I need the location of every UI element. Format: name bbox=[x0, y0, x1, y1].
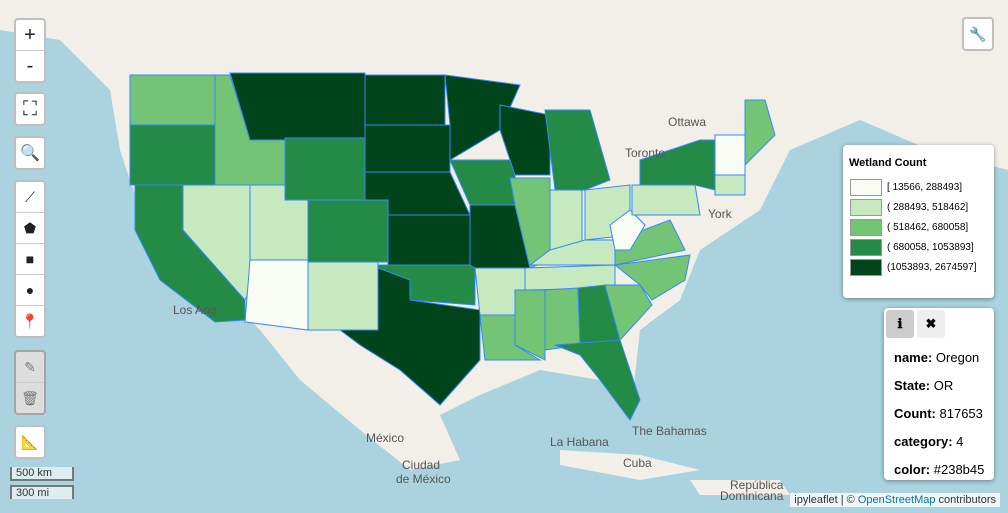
field-value: 4 bbox=[956, 434, 964, 449]
settings[interactable]: 🔧 bbox=[969, 25, 987, 42]
place-label: The Bahamas bbox=[632, 424, 707, 438]
legend-swatch bbox=[850, 239, 882, 256]
draw-circle[interactable]: ● bbox=[16, 275, 44, 306]
field-value: 817653 bbox=[939, 406, 983, 421]
field-key: color: bbox=[894, 462, 931, 477]
attribution-suffix: contributors bbox=[935, 494, 996, 506]
place-label: República bbox=[730, 478, 784, 492]
popup-field: Count: 817653 bbox=[894, 400, 994, 428]
states bbox=[129, 72, 776, 421]
legend-row: [ 13566, 288493] bbox=[850, 179, 994, 196]
legend-title: Wetland Count bbox=[849, 157, 927, 169]
legend-row: ( 518462, 680058] bbox=[850, 219, 994, 236]
place-label: de México bbox=[396, 472, 451, 486]
field-key: category: bbox=[894, 434, 953, 449]
popup-field: State: OR bbox=[894, 372, 994, 400]
place-label: Los Ang bbox=[173, 303, 216, 317]
search[interactable]: 🔍 bbox=[20, 145, 40, 162]
field-key: name: bbox=[894, 350, 933, 365]
scale-metric: 500 km bbox=[10, 467, 74, 481]
edit-toolbar: ✎ 🗑 bbox=[14, 350, 46, 415]
attribution-prefix: ipyleaflet | © bbox=[794, 494, 858, 506]
legend-row: ( 680058, 1053893] bbox=[850, 239, 994, 256]
popup-tabs: ℹ ✖ bbox=[886, 310, 994, 338]
popup-field: name: Oregon bbox=[894, 344, 994, 372]
islands bbox=[560, 450, 790, 495]
place-label: Ciudad bbox=[402, 458, 440, 472]
legend-label: [ 13566, 288493] bbox=[887, 182, 963, 193]
popup-fields: name: Oregon State: OR Count: 817653 catego… bbox=[884, 344, 994, 484]
settings-control: 🔧 bbox=[962, 17, 994, 51]
draw-line[interactable]: ⟋ bbox=[16, 182, 44, 213]
scale-imperial: 300 mi bbox=[10, 485, 74, 499]
zoom-out[interactable]: - bbox=[26, 54, 34, 77]
popup-field: category: 4 bbox=[894, 428, 994, 456]
place-label: Dominicana bbox=[720, 489, 784, 503]
legend-label: (1053893, 2674597] bbox=[887, 262, 977, 273]
edit[interactable]: ✎ bbox=[16, 352, 44, 383]
legend-swatch bbox=[850, 219, 882, 236]
field-key: State: bbox=[894, 378, 931, 393]
measure[interactable]: 📐 bbox=[21, 433, 39, 450]
close-tab[interactable]: ✖ bbox=[917, 310, 945, 338]
legend-label: ( 680058, 1053893] bbox=[887, 242, 974, 253]
info-tab[interactable]: ℹ bbox=[886, 310, 914, 338]
place-label: Toronto bbox=[625, 146, 665, 160]
field-value: OR bbox=[933, 378, 954, 393]
place-label: York bbox=[708, 207, 733, 221]
legend-row: (1053893, 2674597] bbox=[850, 259, 994, 276]
field-value: #238b45 bbox=[933, 462, 985, 477]
legend-swatch bbox=[850, 179, 882, 196]
field-key: Count: bbox=[894, 406, 936, 421]
legend-items: [ 13566, 288493] ( 288493, 518462] ( 51846… bbox=[843, 179, 994, 276]
place-label: Ottawa bbox=[668, 115, 706, 129]
legend: Wetland Count [ 13566, 288493] ( 288493, … bbox=[843, 145, 994, 298]
delete[interactable]: 🗑 bbox=[21, 389, 39, 406]
legend-swatch bbox=[850, 199, 882, 216]
fullscreen[interactable]: ⛶ bbox=[23, 97, 37, 120]
place-label: Cuba bbox=[623, 456, 652, 470]
draw-marker[interactable]: 📍 bbox=[21, 312, 39, 329]
popup: ℹ ✖ name: Oregon State: OR Count: 817653 ca… bbox=[884, 308, 994, 480]
draw-rectangle[interactable]: ■ bbox=[16, 244, 44, 275]
popup-field: color: #238b45 bbox=[894, 456, 994, 484]
legend-label: ( 518462, 680058] bbox=[887, 222, 969, 233]
zoom-control: + - bbox=[14, 18, 46, 83]
attribution-link[interactable]: OpenStreetMap bbox=[857, 494, 936, 506]
draw-polygon[interactable]: ⬟ bbox=[16, 213, 44, 244]
measure-control: 📐 bbox=[14, 425, 46, 459]
field-value: Oregon bbox=[935, 350, 980, 365]
attribution: ipyleaflet | © OpenStreetMap contributor… bbox=[790, 493, 1000, 507]
place-label: La Habana bbox=[550, 435, 609, 449]
legend-row: ( 288493, 518462] bbox=[850, 199, 994, 216]
legend-label: ( 288493, 518462] bbox=[887, 202, 969, 213]
place-label: México bbox=[366, 431, 404, 445]
search-control: 🔍 bbox=[14, 136, 46, 170]
draw-toolbar: ⟋ ⬟ ■ ● 📍 bbox=[14, 180, 46, 338]
fullscreen-control: ⛶ bbox=[14, 92, 46, 126]
legend-swatch bbox=[850, 259, 882, 276]
zoom-in[interactable]: + bbox=[16, 20, 44, 51]
